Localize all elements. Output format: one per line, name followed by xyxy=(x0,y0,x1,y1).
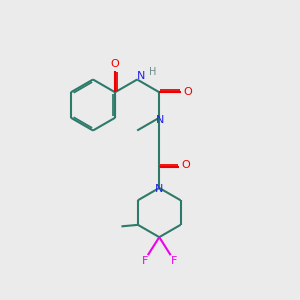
Text: H: H xyxy=(149,67,157,77)
Text: N: N xyxy=(156,115,164,125)
Text: O: O xyxy=(181,160,190,170)
Text: O: O xyxy=(111,59,119,69)
Text: F: F xyxy=(170,256,177,266)
Text: N: N xyxy=(155,184,164,194)
Text: O: O xyxy=(183,87,192,97)
Text: N: N xyxy=(137,71,145,81)
Text: F: F xyxy=(142,256,148,266)
